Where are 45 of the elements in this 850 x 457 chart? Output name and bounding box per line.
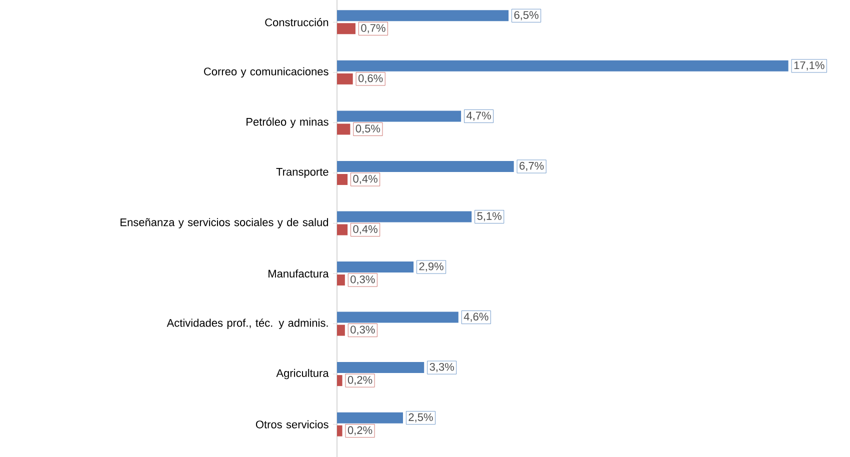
bar	[337, 160, 514, 172]
bar	[337, 211, 472, 222]
data-label: 0,4%	[353, 174, 378, 184]
bar	[337, 274, 345, 286]
data-label: 0,6%	[358, 74, 383, 84]
bar	[337, 262, 414, 273]
y-tick-label: Construcción	[265, 18, 328, 26]
bar	[337, 375, 342, 386]
data-label: 2,9%	[419, 262, 444, 272]
bar	[337, 324, 345, 336]
data-label: 0,3%	[350, 275, 375, 285]
bar	[337, 73, 353, 84]
data-label: 2,5%	[408, 413, 433, 422]
data-label: 0,7%	[361, 24, 386, 34]
data-label: 0,5%	[356, 124, 380, 134]
data-label: 0,4%	[353, 225, 378, 234]
data-label: 5,1%	[477, 212, 502, 222]
bar	[337, 10, 509, 22]
y-tick-label: Petróleo y minas	[246, 118, 328, 128]
data-label: 6,5%	[514, 11, 538, 20]
y-tick-label: Correo y comunicaciones	[204, 67, 328, 78]
data-label: 0,3%	[350, 326, 375, 335]
bar	[337, 60, 788, 72]
bar	[337, 174, 348, 185]
bar	[337, 224, 348, 236]
y-tick-label: Transporte	[276, 168, 328, 178]
y-tick-label: Agricultura	[276, 368, 329, 380]
bar	[337, 425, 342, 436]
y-tick-label: Manufactura	[268, 269, 329, 278]
data-label: 0,2%	[348, 376, 372, 386]
y-tick-label: Actividades prof., téc. y adminis.	[166, 318, 328, 329]
data-label: 6,7%	[520, 162, 544, 172]
y-tick-label: Enseñanza y servicios sociales y de salud	[120, 218, 328, 228]
bar	[337, 412, 403, 424]
data-label: 4,6%	[464, 312, 488, 322]
y-tick-label: Otros servicios	[256, 420, 328, 428]
data-label: 3,3%	[430, 363, 454, 372]
data-label: 0,2%	[348, 426, 372, 436]
bar	[337, 124, 350, 135]
data-label: 17,1%	[794, 61, 824, 70]
bar	[337, 110, 462, 122]
data-label: 4,7%	[466, 112, 491, 121]
bar	[337, 23, 356, 34]
bar	[337, 312, 458, 323]
bar	[337, 362, 424, 374]
